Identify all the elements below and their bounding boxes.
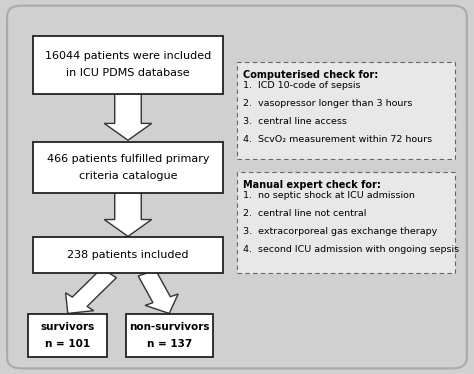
FancyBboxPatch shape [237,62,455,159]
FancyBboxPatch shape [28,314,107,357]
Text: Manual expert check for:: Manual expert check for: [243,180,381,190]
Text: 466 patients fulfilled primary: 466 patients fulfilled primary [47,154,209,164]
Text: survivors: survivors [40,322,95,332]
Text: 2.  central line not central: 2. central line not central [243,209,366,218]
Text: 238 patients included: 238 patients included [67,250,189,260]
Text: in ICU PDMS database: in ICU PDMS database [66,68,190,78]
Text: 4.  ScvO₂ measurement within 72 hours: 4. ScvO₂ measurement within 72 hours [243,135,432,144]
Text: non-survivors: non-survivors [129,322,210,332]
Text: criteria catalogue: criteria catalogue [79,171,177,181]
Text: 1.  ICD 10-code of sepsis: 1. ICD 10-code of sepsis [243,81,361,90]
Polygon shape [104,94,152,140]
FancyBboxPatch shape [33,237,223,273]
Text: 2.  vasopressor longer than 3 hours: 2. vasopressor longer than 3 hours [243,99,412,108]
Text: Computerised check for:: Computerised check for: [243,70,378,80]
Polygon shape [66,268,117,313]
Text: 4.  second ICU admission with ongoing sepsis: 4. second ICU admission with ongoing sep… [243,245,459,254]
Text: 16044 patients were included: 16044 patients were included [45,51,211,61]
FancyBboxPatch shape [33,142,223,193]
Text: 3.  extracorporeal gas exchange therapy: 3. extracorporeal gas exchange therapy [243,227,438,236]
Text: 3.  central line access: 3. central line access [243,117,347,126]
Polygon shape [138,270,178,313]
Text: 1.  no septic shock at ICU admission: 1. no septic shock at ICU admission [243,191,415,200]
FancyBboxPatch shape [33,36,223,94]
Text: n = 137: n = 137 [147,339,192,349]
FancyBboxPatch shape [237,172,455,273]
Polygon shape [104,193,152,236]
FancyBboxPatch shape [126,314,213,357]
Text: n = 101: n = 101 [45,339,90,349]
